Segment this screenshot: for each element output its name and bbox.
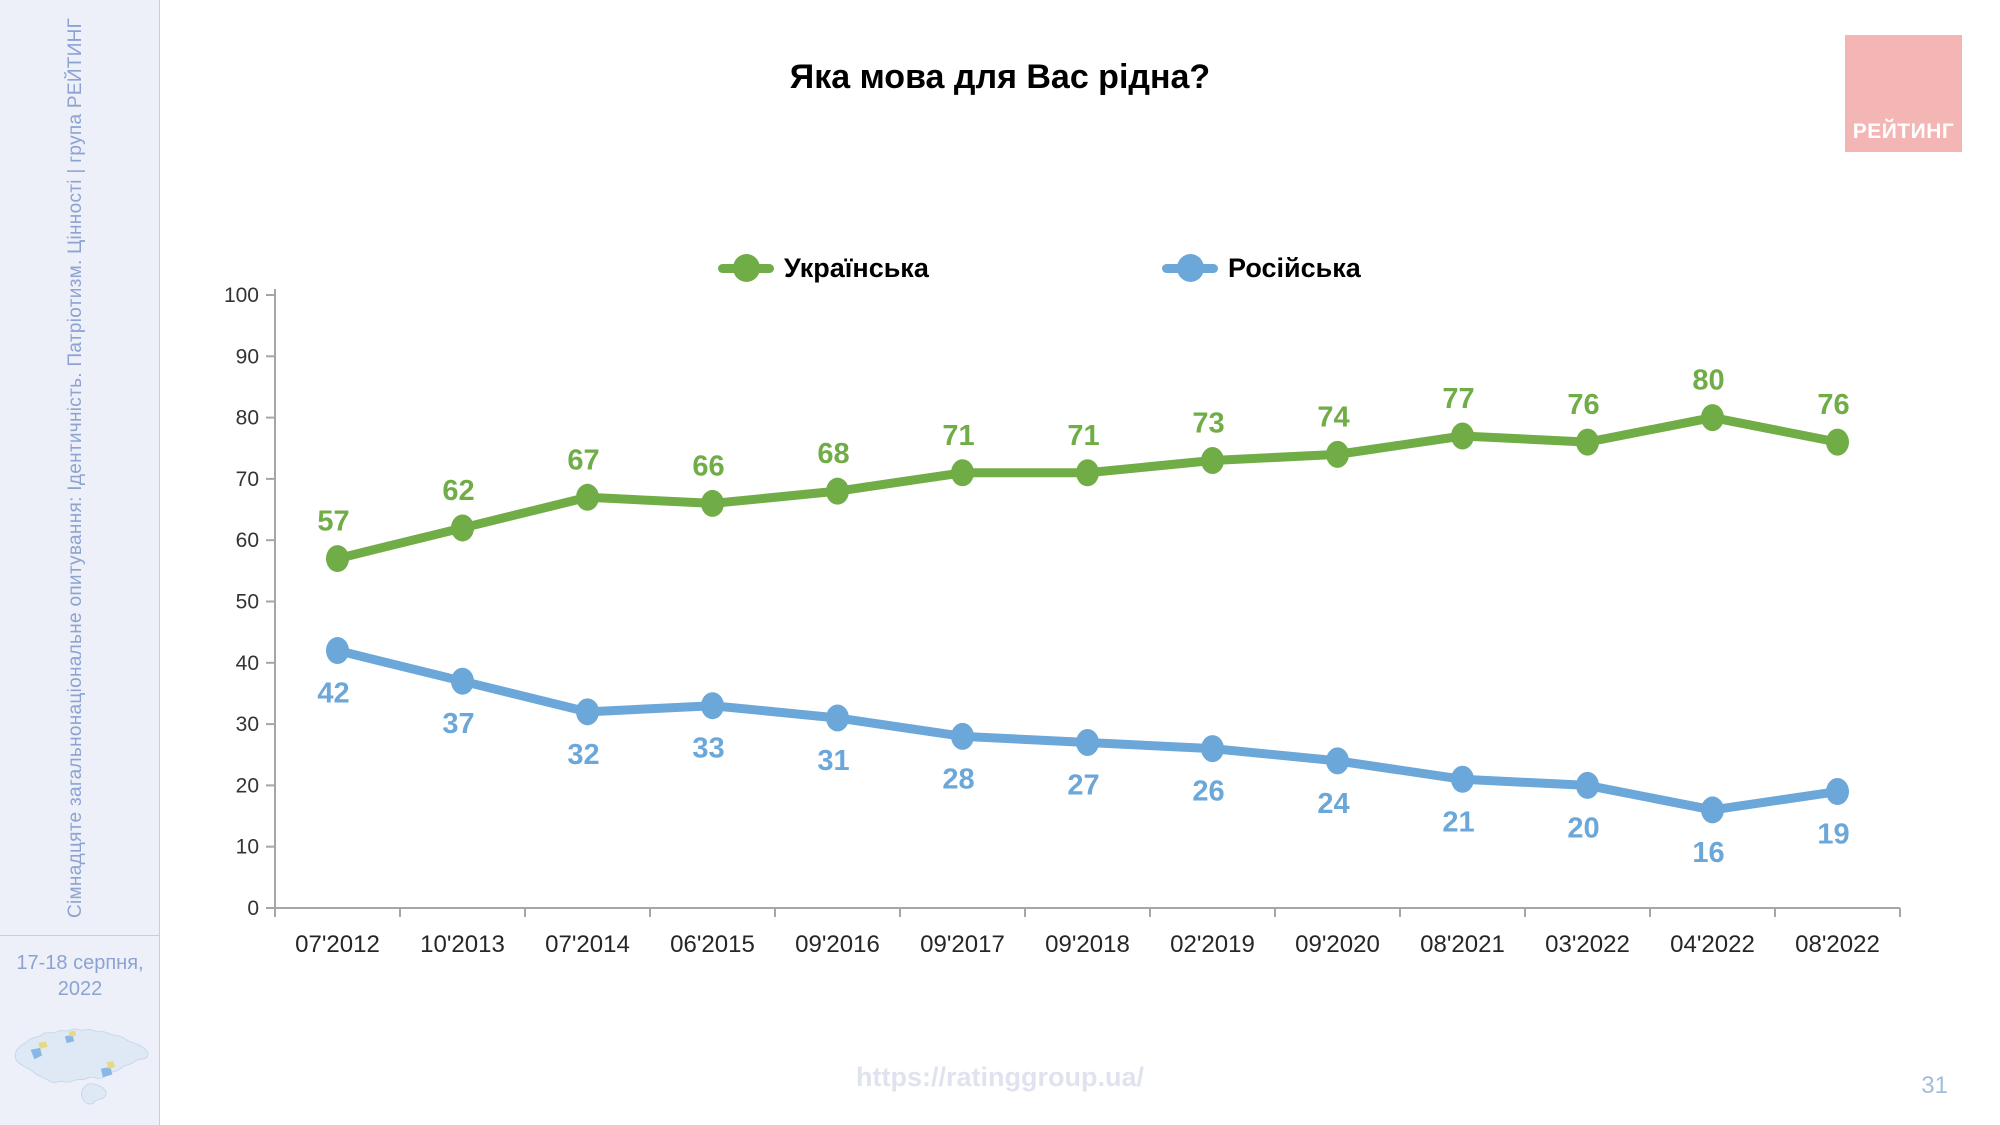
rating-group-logo: РЕЙТИНГ [1845, 35, 1962, 152]
legend-item-ukrainian: Українська [718, 248, 929, 288]
data-point-marker [451, 514, 474, 542]
survey-date-line2: 2022 [57, 978, 103, 1000]
category-label: 08'2022 [1795, 931, 1880, 958]
y-tick-label: 30 [236, 713, 259, 736]
data-point-marker [451, 667, 474, 695]
data-point-marker [701, 692, 724, 720]
data-point-label: 67 [567, 444, 599, 476]
y-tick-label: 90 [236, 345, 259, 368]
data-point-marker [826, 704, 849, 732]
category-label: 04'2022 [1670, 931, 1755, 958]
data-point-marker [1576, 771, 1599, 799]
y-tick-label: 0 [247, 897, 259, 920]
legend-marker-ukrainian-icon [718, 254, 774, 282]
data-point-label: 21 [1442, 806, 1474, 838]
legend-label-ukrainian: Українська [784, 252, 929, 283]
category-label: 06'2015 [670, 931, 755, 958]
data-point-marker [1826, 428, 1849, 456]
data-point-marker [1201, 735, 1224, 763]
category-label: 09'2017 [920, 931, 1005, 958]
data-point-label: 27 [1067, 769, 1099, 801]
ukraine-map-icon [14, 1028, 149, 1105]
category-label: 08'2021 [1420, 931, 1505, 958]
data-point-label: 57 [317, 506, 349, 538]
survey-date-line1: 17-18 серпня, [16, 952, 144, 974]
category-label: 09'2020 [1295, 931, 1380, 958]
data-point-label: 42 [317, 678, 349, 710]
data-point-marker [1076, 459, 1099, 487]
data-point-label: 33 [692, 733, 724, 765]
data-point-marker [701, 489, 724, 517]
data-point-label: 19 [1817, 819, 1849, 851]
y-tick-label: 60 [236, 529, 259, 552]
page-title: Яка мова для Вас рідна? [789, 58, 1211, 96]
page-number: 31 [1921, 1072, 1948, 1099]
category-label: 09'2018 [1045, 931, 1130, 958]
category-label: 07'2014 [545, 931, 630, 958]
data-point-marker [1576, 428, 1599, 456]
data-point-label: 77 [1442, 383, 1474, 415]
data-point-label: 37 [442, 708, 474, 740]
y-tick-label: 20 [236, 774, 259, 797]
legend-dot [1177, 254, 1204, 282]
y-tick-label: 10 [236, 836, 259, 859]
logo-text: РЕЙТИНГ [1852, 120, 1955, 143]
data-point-marker [1826, 778, 1849, 806]
data-point-marker [1701, 404, 1724, 432]
data-point-label: 32 [567, 739, 599, 771]
data-point-label: 26 [1192, 776, 1224, 808]
y-tick-label: 50 [236, 591, 259, 614]
category-label: 10'2013 [420, 931, 505, 958]
data-point-marker [951, 459, 974, 487]
data-point-marker [1451, 422, 1474, 450]
data-point-marker [326, 545, 349, 573]
legend-item-russian: Російська [1162, 248, 1361, 288]
data-point-marker [576, 483, 599, 511]
legend-dot [733, 254, 760, 282]
category-label: 09'2016 [795, 931, 880, 958]
data-point-marker [951, 722, 974, 750]
data-point-marker [1201, 447, 1224, 475]
data-point-marker [1701, 796, 1724, 824]
survey-date: 17-18 серпня, 2022 [0, 950, 160, 1002]
data-point-label: 76 [1817, 389, 1849, 421]
source-url-link[interactable]: https://ratinggroup.ua/ [856, 1062, 1144, 1092]
y-tick-label: 70 [236, 468, 259, 491]
y-tick-label: 100 [224, 284, 259, 307]
data-point-label: 71 [1067, 420, 1099, 452]
data-point-label: 28 [942, 763, 974, 795]
data-point-label: 31 [817, 745, 849, 777]
y-tick-label: 80 [236, 407, 259, 430]
sidebar-divider [0, 935, 160, 936]
data-point-label: 80 [1692, 365, 1724, 397]
legend-label-russian: Російська [1228, 252, 1361, 283]
data-point-label: 24 [1317, 788, 1349, 820]
data-point-marker [1451, 765, 1474, 793]
data-point-label: 76 [1567, 389, 1599, 421]
data-point-label: 71 [942, 420, 974, 452]
data-point-marker [1326, 440, 1349, 468]
data-point-marker [826, 477, 849, 505]
data-point-marker [326, 637, 349, 665]
data-point-marker [1076, 728, 1099, 756]
category-label: 07'2012 [295, 931, 380, 958]
category-label: 03'2022 [1545, 931, 1630, 958]
data-point-label: 74 [1317, 401, 1349, 433]
data-point-label: 73 [1192, 408, 1224, 440]
data-point-marker [576, 698, 599, 726]
data-point-label: 66 [692, 450, 724, 482]
category-label: 02'2019 [1170, 931, 1255, 958]
sidebar: Сімнадцяте загальнонаціональне опитуванн… [0, 0, 160, 1125]
data-point-label: 20 [1567, 812, 1599, 844]
y-tick-label: 40 [236, 652, 259, 675]
data-point-label: 62 [442, 475, 474, 507]
data-point-label: 68 [817, 438, 849, 470]
legend-marker-russian-icon [1162, 254, 1218, 282]
data-point-label: 16 [1692, 837, 1724, 869]
data-point-marker [1326, 747, 1349, 775]
